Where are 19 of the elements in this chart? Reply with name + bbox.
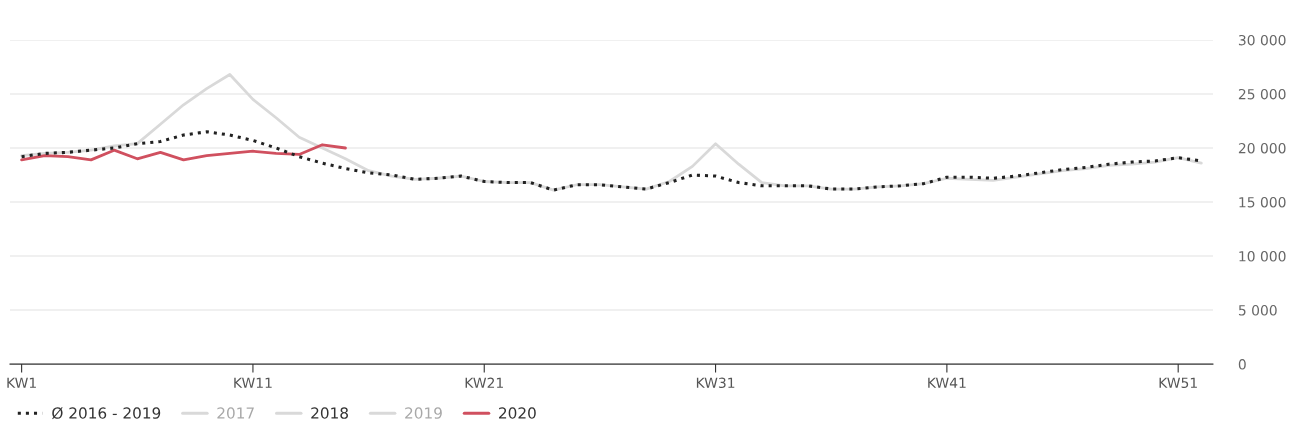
y-tick-label: 20 000 bbox=[1238, 142, 1286, 154]
x-tick-label: KW51 bbox=[1159, 377, 1197, 389]
legend-label: 2020 bbox=[499, 407, 536, 419]
legend-label: 2018 bbox=[311, 407, 348, 419]
x-tick-label: KW11 bbox=[234, 377, 272, 388]
y-tick-label: 0 bbox=[1238, 359, 1246, 370]
y-tick-label: 10 000 bbox=[1239, 251, 1286, 262]
legend-label: 2017 bbox=[217, 407, 254, 419]
line-series bbox=[20, 143, 347, 162]
y-tick-label: 15 000 bbox=[1239, 196, 1286, 208]
legend-label: Ø 2016 - 2019 bbox=[52, 406, 161, 420]
y-tick-label: 5 000 bbox=[1238, 305, 1277, 316]
x-tick-label: KW41 bbox=[928, 377, 966, 388]
y-tick-label: 25 000 bbox=[1238, 88, 1286, 100]
legend-label: 2019 bbox=[405, 407, 442, 419]
x-tick-label: KW21 bbox=[465, 377, 503, 388]
x-tick-label: KW31 bbox=[696, 377, 735, 389]
x-tick-label: KW1 bbox=[7, 377, 36, 388]
y-tick-label: 30 000 bbox=[1238, 34, 1286, 46]
